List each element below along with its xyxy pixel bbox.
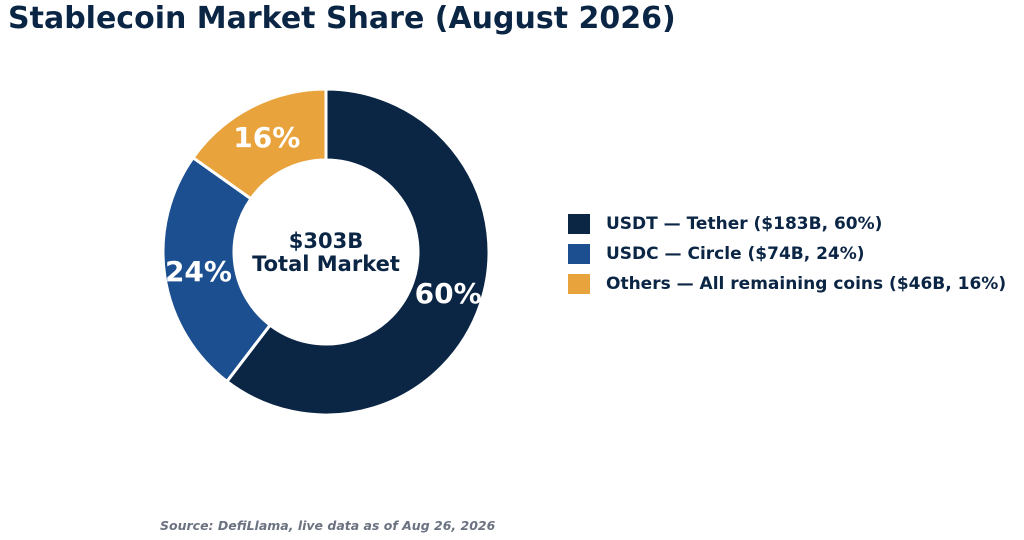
legend-swatch-others [568, 274, 590, 294]
legend-label-usdt: USDT — Tether ($183B, 60%) [606, 214, 883, 234]
slice-usdt [224, 87, 491, 417]
legend-item-usdt: USDT — Tether ($183B, 60%) [568, 209, 1006, 239]
slice-percent-usdc: 24% [165, 255, 232, 288]
legend-label-others: Others — All remaining coins ($46B, 16%) [606, 274, 1007, 294]
slice-percent-labels: 60% 24% 16% [165, 121, 482, 310]
legend-label-usdc: USDC — Circle ($74B, 24%) [606, 244, 865, 264]
slice-percent-others: 16% [233, 121, 300, 154]
center-total-caption: Total Market [252, 252, 400, 276]
legend-swatch-usdt [568, 214, 590, 234]
donut-slices [161, 87, 491, 417]
chart-title: Stablecoin Market Share (August 2026) [8, 1, 676, 36]
slice-usdc [161, 155, 273, 384]
legend-item-usdc: USDC — Circle ($74B, 24%) [568, 239, 1006, 269]
source-note: Source: DefiLlama, live data as of Aug 2… [160, 518, 496, 533]
slice-others [190, 87, 328, 201]
legend-swatch-usdc [568, 244, 590, 264]
slice-percent-usdt: 60% [415, 277, 482, 310]
legend-item-others: Others — All remaining coins ($46B, 16%) [568, 269, 1006, 299]
legend: USDT — Tether ($183B, 60%) USDC — Circle… [568, 209, 1006, 299]
center-total-value: $303B [289, 229, 363, 253]
